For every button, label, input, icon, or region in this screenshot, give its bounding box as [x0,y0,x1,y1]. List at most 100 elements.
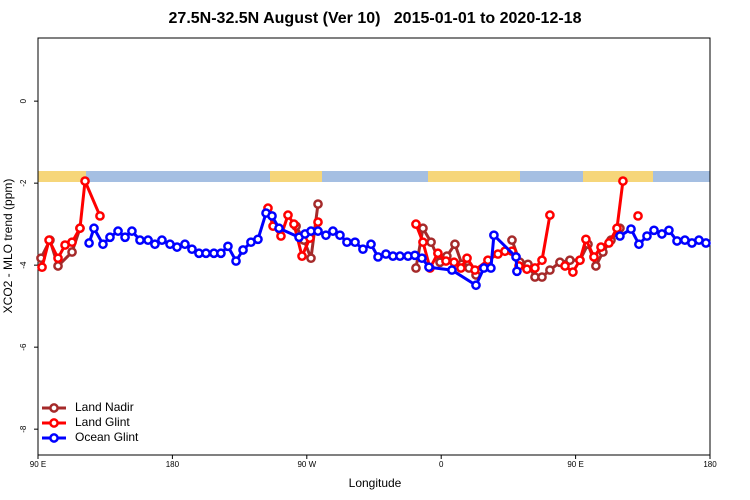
x-tick-label: 90 E [30,460,46,469]
chart-title: 27.5N-32.5N August (Ver 10) 2015-01-01 t… [169,10,582,27]
y-tick-label: 0 [19,98,28,103]
data-point [530,263,540,273]
data-point [395,251,405,261]
data-point [67,237,77,248]
data-point [313,226,323,236]
y-axis-label: XCO2 - MLO trend (ppm) [1,179,15,314]
plot-frame [37,37,711,456]
data-point [216,248,226,259]
data-point [180,239,190,250]
data-point [172,242,182,252]
data-point [489,230,499,241]
data-point [470,265,480,275]
x-axis-label: Longitude [349,476,402,490]
legend-label: Land Glint [75,415,130,429]
data-point [581,234,591,245]
data-point [84,238,94,248]
data-point [274,223,284,234]
legend-label: Land Nadir [75,400,134,414]
data-point [335,230,345,241]
x-tick-label: 180 [166,460,180,469]
data-point [53,261,63,271]
data-point [701,238,711,248]
data-point [642,231,652,241]
x-tick-label: 90 E [567,460,583,469]
data-point [113,226,123,236]
data-point [342,237,352,248]
data-point [418,237,428,248]
data-point [512,266,522,277]
data-point [297,251,307,261]
series-line [87,211,707,287]
data-point [95,211,105,221]
data-point [89,223,99,234]
data-point [456,263,466,273]
data-point [53,253,63,264]
data-point [560,261,570,271]
y-tick-label: -2 [19,179,28,187]
data-point [127,226,137,236]
data-point [615,231,625,241]
data-point [201,248,211,259]
data-point [447,265,457,275]
data-point [267,211,277,221]
data-point [313,217,323,227]
data-point [98,239,108,250]
data-point [80,176,90,186]
data-point [575,255,585,266]
data-point [313,199,323,209]
data-point [633,211,643,221]
data-point [157,235,167,245]
legend-marker [49,433,59,443]
data-point [657,229,667,239]
data-point [44,235,54,245]
data-point [537,272,547,282]
data-point [568,267,578,277]
data-point [238,245,248,255]
data-point [187,244,197,255]
data-point [664,225,674,236]
data-point [626,224,636,234]
x-tick-label: 180 [703,460,717,469]
data-point [424,262,434,273]
data-point [426,237,436,248]
data-point [672,236,682,246]
data-point [135,235,145,245]
data-point [589,252,599,262]
data-point [366,239,376,250]
data-point [545,265,555,275]
data-point [143,235,153,245]
y-tick-label: -8 [19,425,28,433]
data-point [37,262,47,273]
legend-marker [49,418,59,428]
data-point [537,255,547,266]
data-point [417,253,427,264]
data-point [253,234,263,245]
data-point [373,252,383,262]
data-point [411,219,421,230]
data-point [507,235,517,245]
data-point [150,239,160,250]
data-point [418,223,428,234]
data-point [604,238,614,248]
data-point [433,248,443,259]
data-point [75,223,85,234]
data-point [289,219,299,230]
data-point [511,252,521,262]
data-point [565,255,575,266]
data-point [120,232,130,243]
data-point [306,253,316,264]
data-point [223,241,233,252]
data-point [276,231,286,241]
data-point [350,237,360,248]
data-point [545,210,555,220]
data-point [522,264,532,275]
x-tick-label: 90 W [297,460,316,469]
data-point [441,256,451,266]
data-point [486,263,496,273]
y-tick-label: -6 [19,343,28,351]
data-point [105,232,115,243]
data-point [596,242,606,252]
